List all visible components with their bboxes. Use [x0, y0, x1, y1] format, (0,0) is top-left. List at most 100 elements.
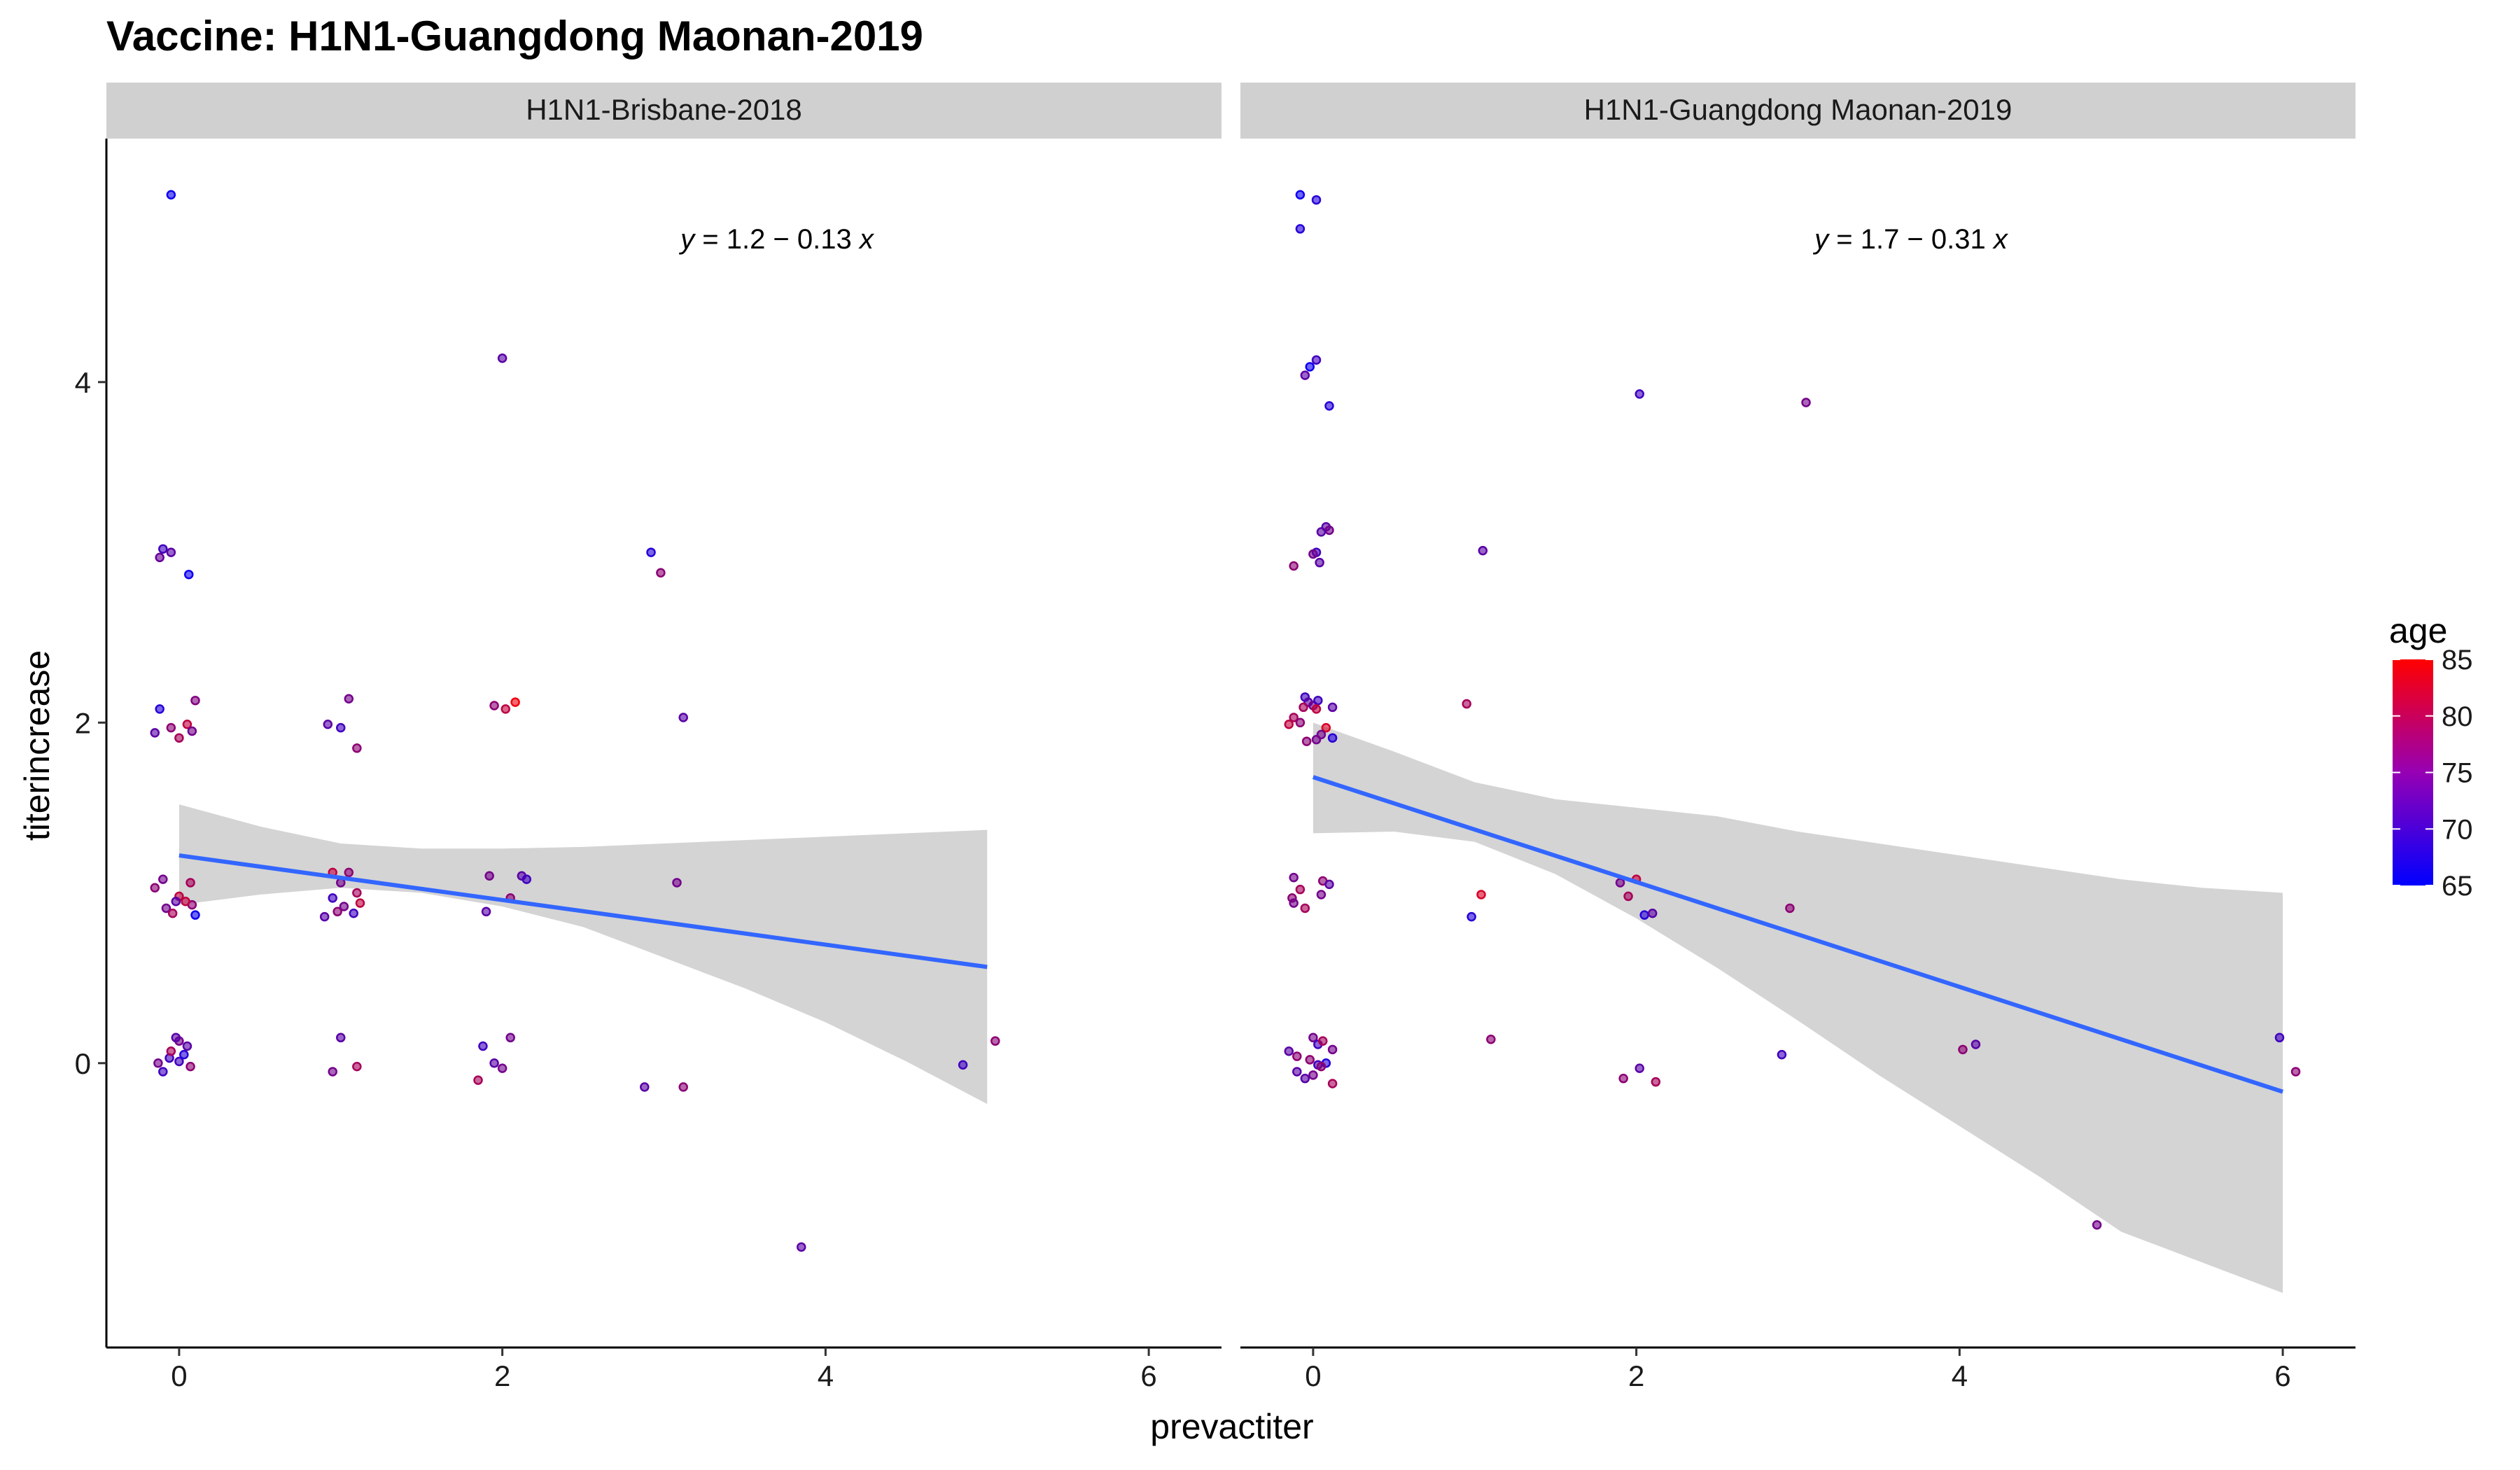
legend-tick-label: 80 [2442, 701, 2473, 732]
data-point [1317, 1036, 1328, 1046]
confidence-ribbon [1312, 722, 2283, 1294]
data-point [1634, 1063, 1644, 1073]
data-point [187, 726, 197, 736]
data-point [181, 896, 190, 906]
data-point [182, 1041, 192, 1051]
data-point [323, 719, 333, 729]
x-tick-label: 4 [1952, 1359, 1968, 1392]
data-point [1647, 908, 1658, 918]
data-point [1313, 695, 1323, 706]
legend-tick-label: 65 [2442, 871, 2473, 902]
data-point [497, 354, 507, 363]
data-point [344, 694, 354, 704]
data-point [1478, 545, 1488, 556]
data-point [473, 1075, 483, 1085]
data-point [1958, 1044, 1968, 1055]
data-point [484, 871, 494, 881]
data-point [1785, 903, 1795, 913]
data-point [155, 704, 164, 714]
data-point [1777, 1049, 1787, 1060]
data-point [355, 898, 365, 908]
data-point [167, 908, 178, 918]
data-point [174, 733, 184, 743]
data-point [166, 547, 176, 557]
data-point [1311, 355, 1322, 365]
data-point [190, 695, 200, 706]
data-point [352, 1061, 362, 1072]
data-point [1311, 704, 1322, 714]
data-point [1615, 878, 1625, 888]
data-point [1316, 1061, 1326, 1072]
data-point [1295, 224, 1306, 234]
data-point [481, 906, 491, 917]
data-point [1289, 561, 1298, 571]
data-point [183, 569, 194, 580]
data-point [522, 874, 532, 884]
data-point [1301, 736, 1312, 746]
data-point [1289, 898, 1298, 908]
confidence-ribbon [178, 804, 988, 1105]
data-point [328, 1067, 337, 1077]
data-point [1466, 911, 1476, 922]
data-point [1801, 398, 1811, 407]
x-tick-label: 0 [171, 1359, 187, 1392]
data-point [656, 568, 666, 578]
data-point [186, 878, 195, 888]
data-point [1295, 884, 1306, 895]
data-point [2092, 1220, 2102, 1230]
data-point [1308, 549, 1318, 559]
data-point [1321, 722, 1331, 733]
data-point [319, 911, 330, 922]
panels-layer: H1N1-Brisbane-2018 y = 1.2 − 0.13 x 0 2 4 0 2 4… [75, 83, 2356, 1392]
data-point [150, 883, 160, 893]
data-point [672, 878, 682, 888]
data-point [478, 1041, 488, 1051]
data-point [1970, 1040, 1981, 1049]
data-point [1315, 557, 1324, 568]
panel-1: H1N1-Brisbane-2018 y = 1.2 − 0.13 x 0 2 4 0 2 4… [75, 83, 1222, 1392]
data-point [2290, 1067, 2301, 1077]
facet-strip [1240, 83, 2356, 139]
y-tick-label: 2 [75, 706, 91, 739]
data-point [1308, 1032, 1318, 1043]
data-point [1327, 733, 1338, 743]
data-point [1324, 879, 1334, 890]
data-point [171, 1032, 181, 1043]
data-point [158, 1067, 168, 1077]
data-point [1618, 1073, 1628, 1084]
data-point [336, 1032, 346, 1043]
data-point [678, 1082, 688, 1092]
data-point [2274, 1032, 2285, 1043]
y-tick-label: 0 [75, 1047, 91, 1080]
age-legend: age 65 70 75 80 85 [2389, 611, 2473, 902]
x-tick-label: 4 [818, 1359, 834, 1392]
data-point [1305, 1055, 1315, 1065]
data-point [179, 1049, 189, 1060]
x-tick-label: 2 [1628, 1359, 1644, 1392]
data-point [158, 874, 168, 884]
x-tick-label: 2 [494, 1359, 510, 1392]
data-point [332, 906, 342, 917]
regression-equation: y = 1.7 − 0.31 x [1812, 224, 2009, 255]
data-point [1316, 527, 1326, 537]
data-point [1298, 702, 1308, 713]
data-point [1324, 525, 1334, 536]
legend-title: age [2389, 611, 2447, 650]
data-point [1300, 903, 1310, 913]
data-point [678, 713, 688, 722]
legend-tick-label: 75 [2442, 758, 2473, 789]
data-point [166, 722, 176, 733]
data-point [1311, 195, 1322, 205]
data-point [190, 910, 200, 920]
data-point [640, 1082, 650, 1092]
data-point [1623, 891, 1633, 902]
data-point [150, 728, 160, 738]
data-point [1292, 1051, 1302, 1061]
data-point [1327, 702, 1338, 713]
data-point [155, 552, 164, 563]
data-point [510, 697, 520, 707]
facet-strip-label: H1N1-Guangdong Maonan-2019 [1584, 93, 2012, 126]
data-point [1308, 1070, 1318, 1080]
data-point [1316, 890, 1326, 899]
